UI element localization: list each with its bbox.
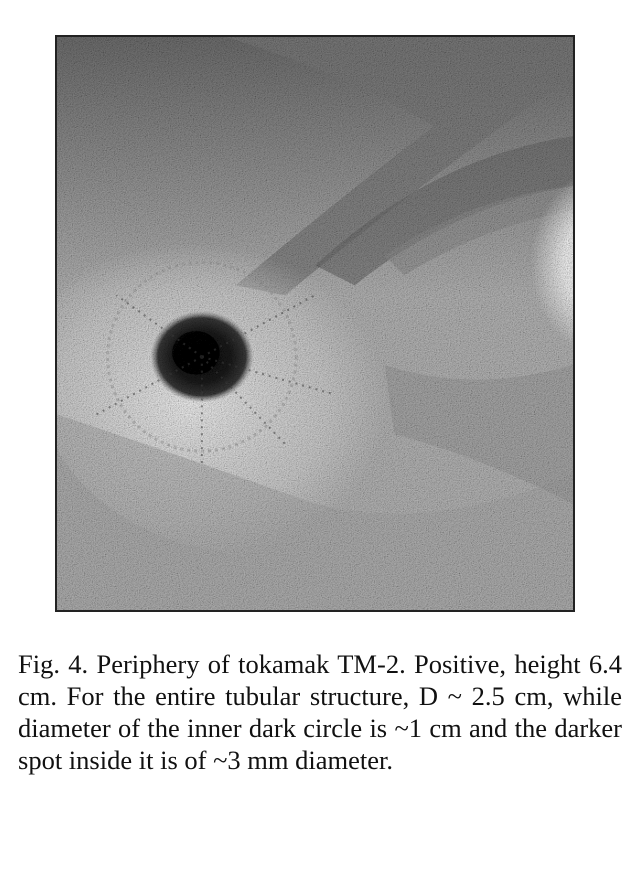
figure-photo: [55, 35, 575, 612]
figure-caption: Fig. 4. Periphery of tokamak TM-2. Posit…: [18, 649, 622, 775]
grainy-photo-icon: [57, 37, 573, 610]
